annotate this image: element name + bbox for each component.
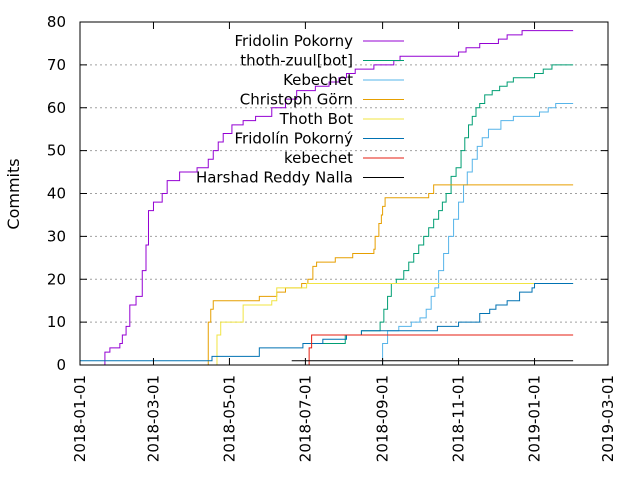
x-tick-label: 2018-11-01 <box>450 375 468 462</box>
x-tick-label: 2019-03-01 <box>599 375 617 462</box>
legend-label-3: Christoph Görn <box>240 91 353 109</box>
series-line-4 <box>214 283 574 366</box>
legend-label-5: Fridolín Pokorný <box>235 130 354 148</box>
x-tick-label: 2018-07-01 <box>296 375 314 462</box>
x-tick-label: 2018-09-01 <box>374 375 392 462</box>
y-tick-label: 40 <box>47 185 66 203</box>
axis-ticks: 0 10 20 30 40 50 60 70 80 2018-01-01 2018-03-01 201… <box>47 13 617 462</box>
legend-label-2: Kebechet <box>283 71 353 89</box>
series-line-1 <box>316 64 574 345</box>
legend-label-1: thoth-zuul[bot] <box>240 52 353 70</box>
y-tick-label: 80 <box>47 13 66 31</box>
y-tick-label: 20 <box>47 270 66 288</box>
y-tick-label: 30 <box>47 227 66 245</box>
x-tick-label: 2018-03-01 <box>144 375 162 462</box>
series-line-0 <box>103 30 574 366</box>
legend-label-6: kebechet <box>284 149 353 167</box>
grid-lines <box>80 64 608 323</box>
y-tick-label: 10 <box>47 313 66 331</box>
series-line-2 <box>380 102 574 366</box>
x-tick-label: 2019-01-01 <box>526 375 544 462</box>
y-tick-label: 60 <box>47 99 66 117</box>
legend: Fridolin Pokorny thoth-zuul[bot]Kebechet C… <box>196 32 404 187</box>
y-tick-label: 50 <box>47 142 66 160</box>
legend-label-4: Thoth Bot <box>279 110 353 128</box>
series-line-3 <box>205 184 574 366</box>
y-axis-label: Commits <box>4 158 23 229</box>
series-line-5 <box>80 283 574 362</box>
series-lines <box>80 30 574 366</box>
legend-label-0: Fridolin Pokorny <box>235 32 354 50</box>
x-tick-label: 2018-01-01 <box>71 375 89 462</box>
y-tick-label: 70 <box>47 56 66 74</box>
legend-label-7: Harshad Reddy Nalla <box>196 169 353 187</box>
y-tick-label: 0 <box>56 356 66 374</box>
x-tick-label: 2018-05-01 <box>220 375 238 462</box>
